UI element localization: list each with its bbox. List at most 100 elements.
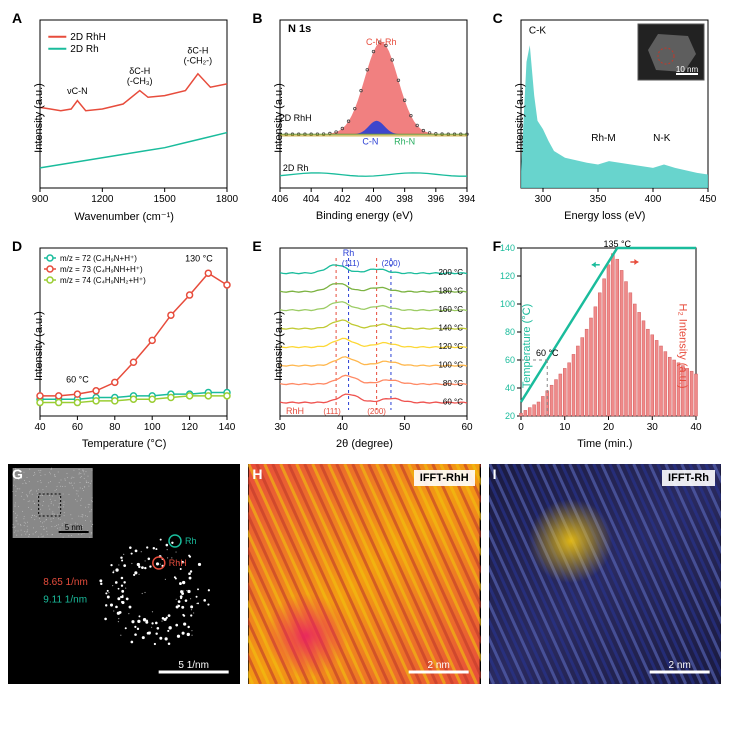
panel-d-ylabel: Intensity (a.u.) <box>33 311 45 381</box>
svg-text:1200: 1200 <box>91 194 114 205</box>
svg-text:450: 450 <box>699 194 716 205</box>
panel-i-title: IFFT-Rh <box>662 470 715 486</box>
svg-text:60: 60 <box>462 422 474 433</box>
svg-text:δC-H: δC-H <box>187 46 208 56</box>
svg-text:C-N-Rh: C-N-Rh <box>366 37 397 47</box>
svg-text:394: 394 <box>459 194 476 205</box>
svg-text:RhH: RhH <box>169 558 187 568</box>
svg-text:130 °C: 130 °C <box>185 253 213 263</box>
panel-a: A Intensity (a.u.) 900 1200 1500 1800 2D RhH… <box>8 8 240 228</box>
svg-text:9.11 1/nm: 9.11 1/nm <box>43 595 87 606</box>
panel-b-xlabel: Binding energy (eV) <box>248 210 480 222</box>
svg-text:396: 396 <box>428 194 445 205</box>
svg-text:80 °C: 80 °C <box>443 379 463 388</box>
svg-text:N 1s: N 1s <box>288 23 311 35</box>
panel-e: E Intensity (a.u.) 30405060200 °C180 °C1… <box>248 236 480 456</box>
svg-text:2D RhH: 2D RhH <box>70 32 106 43</box>
figure-grid: A Intensity (a.u.) 9001200150018002D RhH… <box>0 0 729 692</box>
svg-text:60: 60 <box>72 422 84 433</box>
svg-text:2D Rh: 2D Rh <box>70 44 98 55</box>
svg-text:400: 400 <box>644 194 661 205</box>
panel-e-label: E <box>252 238 261 254</box>
svg-text:(111): (111) <box>324 407 342 416</box>
svg-text:Rh: Rh <box>185 536 197 546</box>
svg-text:60 °C: 60 °C <box>66 374 89 384</box>
svg-text:RhH: RhH <box>286 406 304 416</box>
svg-text:900: 900 <box>32 194 49 205</box>
panel-h: H 2 nm IFFT-RhH <box>248 464 480 684</box>
svg-text:5 nm: 5 nm <box>65 523 83 532</box>
svg-text:10 nm: 10 nm <box>676 65 699 74</box>
panel-c-label: C <box>493 10 503 26</box>
panel-g-label: G <box>12 466 23 482</box>
svg-text:40: 40 <box>690 422 702 433</box>
svg-text:1500: 1500 <box>154 194 177 205</box>
svg-text:400: 400 <box>365 194 382 205</box>
panel-i-image: 2 nm IFFT-Rh <box>489 464 721 684</box>
svg-text:200 °C: 200 °C <box>439 268 464 277</box>
svg-text:60 °C: 60 °C <box>443 398 463 407</box>
panel-c: C Intensity (a.u.) 300350400450C-KRh-MN-… <box>489 8 721 228</box>
panel-g: G 5 nm RhH Rh 8.65 1/nm 9.11 1/nm 5 1/nm <box>8 464 240 684</box>
svg-text:(111): (111) <box>342 259 360 268</box>
svg-text:140 °C: 140 °C <box>439 324 464 333</box>
svg-text:135 °C: 135 °C <box>603 239 631 249</box>
svg-text:2D Rh: 2D Rh <box>283 163 309 173</box>
svg-text:5 1/nm: 5 1/nm <box>178 660 209 671</box>
svg-text:402: 402 <box>334 194 351 205</box>
svg-text:120 °C: 120 °C <box>439 342 464 351</box>
panel-f-label: F <box>493 238 502 254</box>
panel-g-image: 5 nm RhH Rh 8.65 1/nm 9.11 1/nm 5 1/nm <box>8 464 240 684</box>
panel-e-xlabel: 2θ (degree) <box>248 438 480 450</box>
panel-i: I 2 nm IFFT-Rh <box>489 464 721 684</box>
svg-text:50: 50 <box>399 422 411 433</box>
panel-b-label: B <box>252 10 262 26</box>
panel-a-label: A <box>12 10 22 26</box>
svg-text:Rh: Rh <box>343 248 355 258</box>
svg-text:20: 20 <box>505 411 515 421</box>
svg-text:350: 350 <box>589 194 606 205</box>
panel-i-label: I <box>493 466 497 482</box>
svg-text:(-CH₃): (-CH₃) <box>127 76 153 86</box>
panel-e-ylabel: Intensity (a.u.) <box>273 311 285 381</box>
panel-a-ylabel: Intensity (a.u.) <box>33 83 45 153</box>
svg-text:40: 40 <box>337 422 349 433</box>
svg-text:404: 404 <box>303 194 320 205</box>
svg-text:(200): (200) <box>368 407 387 416</box>
svg-text:120: 120 <box>181 422 198 433</box>
svg-text:8.65 1/nm: 8.65 1/nm <box>43 577 87 588</box>
svg-text:1800: 1800 <box>216 194 239 205</box>
svg-text:160 °C: 160 °C <box>439 305 464 314</box>
svg-text:100: 100 <box>144 422 161 433</box>
svg-text:νC-N: νC-N <box>67 86 88 96</box>
svg-text:60 °C: 60 °C <box>536 348 559 358</box>
panel-h-image: 2 nm IFFT-RhH <box>248 464 480 684</box>
svg-text:406: 406 <box>272 194 289 205</box>
panel-h-title: IFFT-RhH <box>414 470 475 486</box>
svg-text:m/z = 72 (C₄H₉N+H⁺): m/z = 72 (C₄H₉N+H⁺) <box>60 254 137 263</box>
panel-b: B Intensity (a.u.) 406404402400398396394… <box>248 8 480 228</box>
svg-text:80: 80 <box>505 327 515 337</box>
panel-c-xlabel: Energy loss (eV) <box>489 210 721 222</box>
svg-text:(200): (200) <box>382 259 401 268</box>
panel-d: D Intensity (a.u.) 406080100120140m/z = … <box>8 236 240 456</box>
svg-text:Rh-N: Rh-N <box>394 136 415 146</box>
svg-text:Rh-M: Rh-M <box>591 133 615 144</box>
svg-text:20: 20 <box>603 422 615 433</box>
panel-f-xlabel: Time (min.) <box>489 438 721 450</box>
svg-text:C-N: C-N <box>363 136 379 146</box>
panel-b-ylabel: Intensity (a.u.) <box>273 83 285 153</box>
svg-text:60: 60 <box>505 355 515 365</box>
panel-d-xlabel: Temperature (°C) <box>8 438 240 450</box>
panel-h-label: H <box>252 466 262 482</box>
svg-text:120: 120 <box>500 271 515 281</box>
svg-text:m/z = 74 (C₄H₉NH₂+H⁺): m/z = 74 (C₄H₉NH₂+H⁺) <box>60 276 146 285</box>
svg-text:N-K: N-K <box>653 133 671 144</box>
panel-a-xlabel: Wavenumber (cm⁻¹) <box>8 210 240 223</box>
svg-text:100 °C: 100 °C <box>439 361 464 370</box>
panel-f-ylabel-left: Temperature (°C) <box>521 304 533 388</box>
svg-text:140: 140 <box>219 422 236 433</box>
svg-text:140: 140 <box>500 243 515 253</box>
svg-text:δC-H: δC-H <box>129 66 150 76</box>
panel-f-ylabel-right: H₂ Intensity (a.u.) <box>677 304 689 389</box>
